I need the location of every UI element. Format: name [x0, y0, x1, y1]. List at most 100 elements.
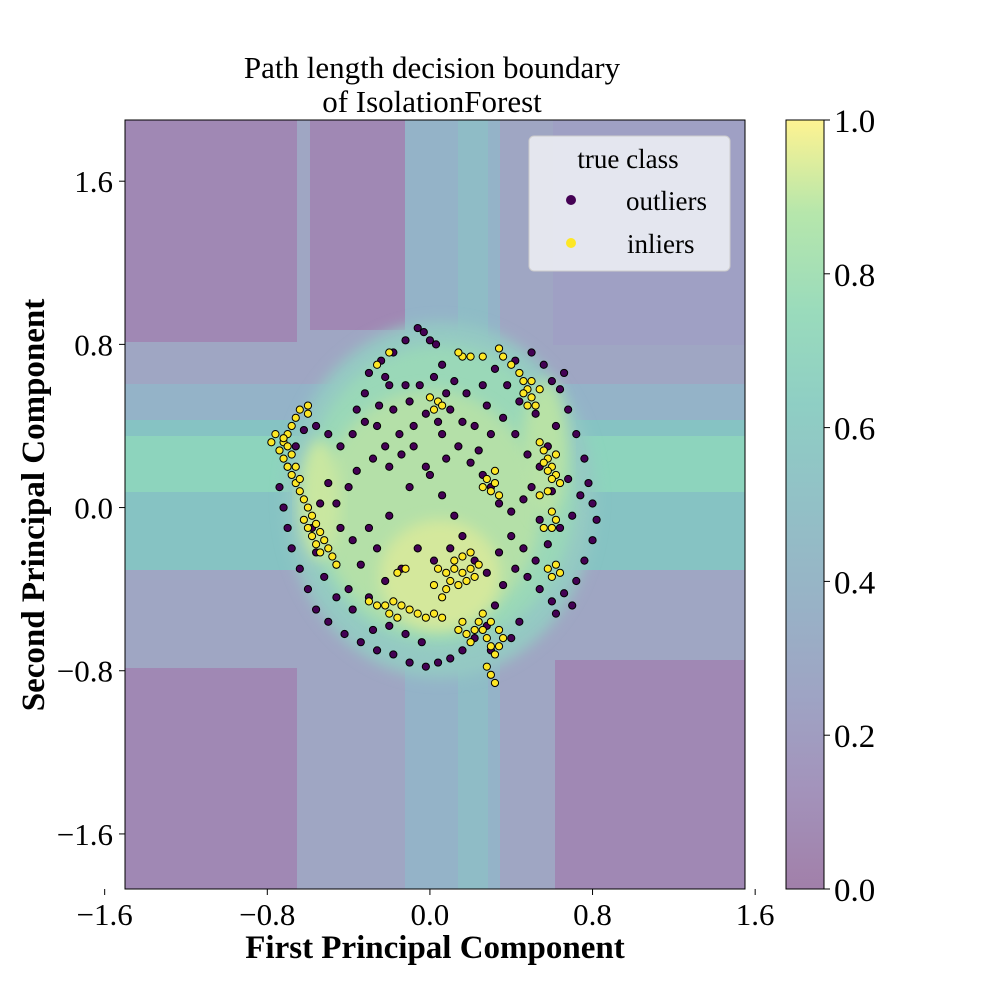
inlier-point — [303, 523, 313, 533]
outlier-point — [458, 532, 467, 541]
outlier-point — [576, 491, 585, 500]
inlier-point — [486, 642, 496, 651]
outlier-point — [291, 442, 300, 451]
outlier-point — [438, 430, 447, 439]
x-tick-label: 0.8 — [573, 897, 612, 932]
outlier-point — [421, 409, 430, 418]
outlier-point — [564, 474, 573, 484]
outlier-point — [344, 483, 353, 492]
inlier-point — [462, 576, 471, 586]
outlier-point — [401, 629, 410, 639]
plot-frame — [124, 119, 746, 890]
colorbar-gradient — [786, 120, 824, 889]
outlier-point — [458, 417, 467, 426]
outlier-point — [295, 564, 304, 573]
outlier-point — [360, 417, 369, 426]
colorbar-ticks: 0.0 0.2 0.4 0.6 0.8 1.0 — [824, 104, 875, 909]
colorbar-tick-label: 0.2 — [834, 719, 875, 755]
inlier-point — [438, 613, 447, 622]
outlier-point — [584, 478, 593, 488]
inlier-point — [478, 625, 487, 635]
inlier-point — [311, 519, 321, 528]
outlier-point — [332, 593, 341, 602]
x-tick-label: −0.8 — [239, 897, 295, 932]
outlier-point — [507, 634, 516, 643]
y-tick-label: 0.0 — [74, 491, 113, 526]
outlier-point — [385, 381, 394, 390]
inlier-point — [478, 352, 487, 361]
outlier-point — [539, 360, 548, 369]
inlier-point — [490, 678, 500, 688]
inlier-point — [490, 478, 500, 488]
inlier-point — [478, 609, 487, 618]
inlier-point — [303, 401, 313, 410]
inlier-point — [470, 625, 479, 635]
outlier-point — [316, 499, 325, 508]
outlier-point — [580, 556, 589, 565]
outlier-point — [547, 376, 556, 386]
outlier-point — [311, 605, 321, 614]
outlier-point — [568, 511, 577, 520]
colorbar-tick-label: 0.8 — [834, 258, 875, 294]
outlier-point — [438, 360, 447, 369]
outlier-point — [568, 601, 577, 610]
outlier-point — [498, 580, 508, 590]
outlier-point — [555, 523, 565, 533]
outlier-point — [511, 430, 520, 439]
outlier-point — [275, 483, 284, 492]
inlier-point — [372, 360, 382, 369]
inlier-point — [393, 613, 402, 622]
series-inliers — [267, 344, 565, 688]
inlier-point — [482, 474, 491, 484]
outlier-point — [279, 503, 288, 512]
inlier-point — [316, 548, 325, 557]
inlier-point — [372, 601, 382, 610]
outlier-point — [360, 389, 369, 398]
y-axis-label: Second Principal Component — [16, 299, 52, 712]
outlier-point — [413, 544, 422, 553]
inlier-point — [328, 552, 337, 561]
outlier-point — [454, 442, 463, 451]
inlier-point — [332, 560, 341, 569]
outlier-point — [419, 328, 428, 337]
legend-title: true class — [577, 144, 678, 174]
inlier-point — [287, 450, 296, 459]
outlier-point — [374, 401, 384, 410]
outlier-point — [381, 576, 390, 586]
chart-title-line-1: Path length decision boundary — [244, 50, 621, 85]
outlier-point — [401, 381, 410, 390]
inlier-point — [543, 466, 552, 475]
colorbar-tick-label: 0.4 — [834, 565, 875, 601]
outlier-point — [425, 336, 435, 345]
y-tick-label: 0.8 — [74, 327, 113, 362]
outlier-point — [564, 405, 573, 414]
outlier-point — [364, 368, 374, 378]
inlier-point — [450, 564, 459, 573]
inlier-point — [555, 478, 565, 488]
inlier-point — [381, 601, 390, 610]
series-outliers — [275, 323, 601, 671]
outlier-point — [433, 658, 443, 667]
outlier-point — [356, 560, 365, 569]
outlier-point — [572, 430, 581, 439]
inlier-point — [287, 421, 296, 431]
inlier-point — [413, 609, 422, 618]
inlier-point — [405, 605, 414, 614]
inlier-point — [458, 617, 467, 626]
outlier-point — [474, 446, 483, 455]
inlier-point — [291, 462, 300, 471]
outlier-point — [417, 638, 426, 647]
outlier-point — [482, 568, 491, 577]
inlier-point — [458, 568, 467, 577]
inlier-point — [535, 385, 544, 394]
legend: true class outliers inliers — [528, 135, 731, 272]
inlier-point — [385, 609, 394, 618]
inlier-point — [303, 503, 313, 512]
inlier-point — [287, 470, 296, 480]
outlier-point — [462, 389, 471, 398]
inlier-point — [438, 593, 447, 602]
colorbar: 0.0 0.2 0.4 0.6 0.8 1.0 — [785, 104, 875, 909]
inlier-point — [519, 389, 528, 398]
inlier-point — [547, 474, 556, 484]
